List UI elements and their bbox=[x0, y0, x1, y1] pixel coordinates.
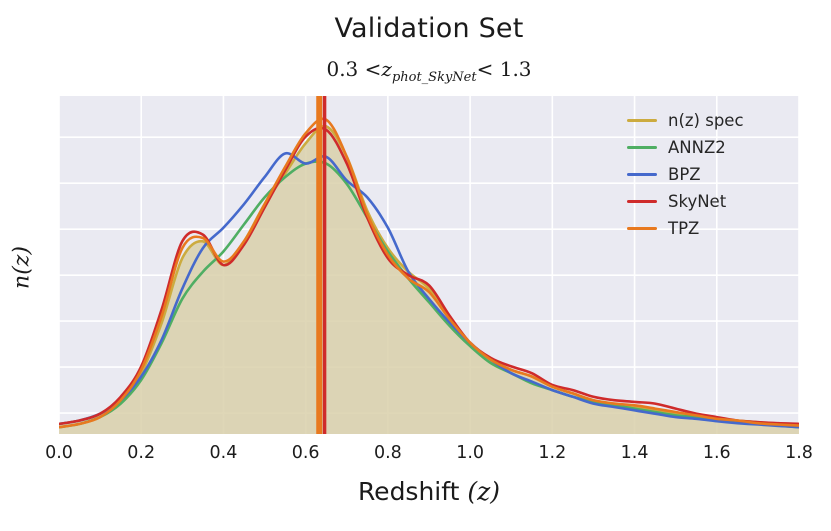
x-tick-label: 0.4 bbox=[209, 443, 238, 463]
chart-title: Validation Set bbox=[334, 13, 524, 44]
legend-label: BPZ bbox=[668, 165, 701, 184]
legend-label: TPZ bbox=[668, 219, 700, 238]
series-line-n-z-spec bbox=[59, 124, 799, 427]
x-tick-label: 1.4 bbox=[620, 443, 649, 463]
x-axis-label: Redshift (z) bbox=[59, 477, 799, 506]
subtitle-prefix: 0.3 < bbox=[326, 57, 382, 81]
subtitle-variable: z bbox=[381, 57, 392, 81]
legend-item-annz2: ANNZ2 bbox=[627, 134, 744, 161]
legend-item-n-z-spec: n(z) spec bbox=[627, 107, 744, 134]
x-axis-label-text: Redshift bbox=[357, 477, 468, 506]
series-line-tpz bbox=[59, 117, 799, 429]
y-axis-label: n(z) bbox=[9, 246, 35, 289]
legend-label: SkyNet bbox=[668, 192, 727, 211]
series-line-annz2 bbox=[59, 160, 799, 429]
legend-swatch bbox=[627, 145, 657, 150]
x-tick-label: 0.2 bbox=[127, 443, 156, 463]
legend-label: ANNZ2 bbox=[668, 138, 726, 157]
legend-swatch bbox=[627, 118, 657, 123]
legend-item-tpz: TPZ bbox=[627, 215, 744, 242]
area-fill-n(z) spec bbox=[59, 126, 799, 434]
subtitle-suffix: < 1.3 bbox=[476, 57, 532, 81]
series-line-bpz bbox=[59, 151, 799, 429]
legend-item-skynet: SkyNet bbox=[627, 188, 744, 215]
plot-area bbox=[59, 96, 799, 434]
subtitle-subscript: phot_SkyNet bbox=[391, 70, 477, 85]
x-tick-label: 1.2 bbox=[538, 443, 567, 463]
chart-subtitle: 0.3 <zphot_SkyNet< 1.3 bbox=[59, 57, 799, 85]
legend-item-bpz: BPZ bbox=[627, 161, 744, 188]
legend-swatch bbox=[627, 172, 657, 177]
x-tick-label: 1.8 bbox=[785, 443, 813, 463]
x-tick-label: 0.0 bbox=[45, 443, 73, 463]
series-line-skynet bbox=[59, 126, 799, 426]
legend-label: n(z) spec bbox=[668, 111, 744, 130]
x-tick-label: 1.0 bbox=[456, 443, 485, 463]
x-tick-label: 1.6 bbox=[702, 443, 731, 463]
x-axis-label-math: (z) bbox=[467, 477, 501, 506]
legend: n(z) spec ANNZ2 BPZ SkyNet TPZ bbox=[627, 107, 744, 242]
x-tick-label: 0.6 bbox=[291, 443, 320, 463]
legend-swatch bbox=[627, 226, 657, 231]
x-tick-label: 0.8 bbox=[373, 443, 402, 463]
legend-swatch bbox=[627, 199, 657, 204]
